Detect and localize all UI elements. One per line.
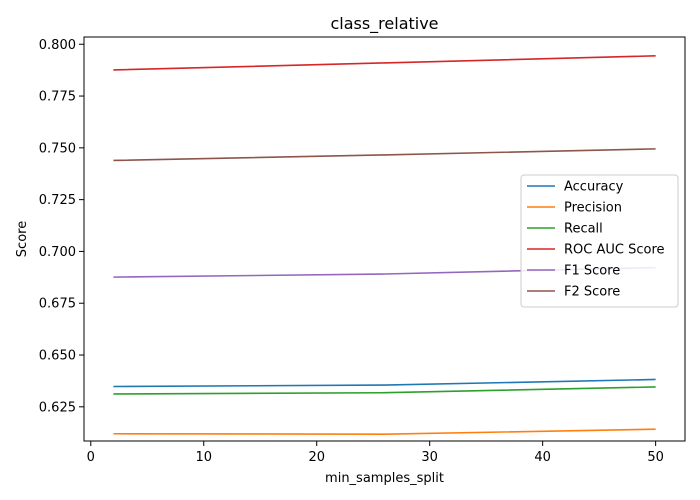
- series-line-recall: [113, 386, 656, 395]
- legend-label-f2-score: F2 Score: [564, 285, 620, 300]
- legend-label-f1-score: F1 Score: [564, 264, 620, 279]
- x-axis: 0 10 20 30 40 50: [87, 441, 664, 465]
- x-tick-label: 20: [308, 450, 325, 465]
- legend-label-recall: Recall: [564, 222, 603, 237]
- series-line-precision: [113, 428, 656, 435]
- x-tick-label: 40: [534, 450, 551, 465]
- y-tick-label: 0.650: [39, 349, 76, 364]
- x-axis-label: min_samples_split: [325, 471, 444, 486]
- series-line-f2-score: [113, 148, 656, 162]
- x-tick-label: 30: [421, 450, 438, 465]
- y-tick-label: 0.625: [39, 400, 76, 415]
- legend-label-precision: Precision: [564, 201, 622, 216]
- y-tick-label: 0.775: [39, 90, 76, 105]
- y-axis-label: Score: [15, 221, 30, 257]
- y-tick-label: 0.675: [39, 297, 76, 312]
- legend-label-roc-auc-score: ROC AUC Score: [564, 243, 665, 258]
- series-line-roc-auc-score: [113, 55, 656, 71]
- x-tick-label: 50: [647, 450, 664, 465]
- series-line-accuracy: [113, 378, 656, 388]
- legend: Accuracy Precision Recall ROC AUC Score F1 S…: [520, 174, 679, 308]
- chart-title: class_relative: [330, 14, 438, 34]
- y-tick-label: 0.800: [39, 38, 76, 53]
- y-axis: 0.625 0.650 0.675 0.700 0.725 0.750 0.775 0.800: [39, 38, 84, 415]
- legend-box: [520, 174, 679, 308]
- y-tick-label: 0.750: [39, 141, 76, 156]
- x-tick-label: 10: [195, 450, 212, 465]
- y-tick-label: 0.700: [39, 245, 76, 260]
- y-tick-label: 0.725: [39, 193, 76, 208]
- plot-frame: [83, 36, 686, 442]
- legend-label-accuracy: Accuracy: [564, 180, 624, 195]
- x-tick-label: 0: [87, 450, 95, 465]
